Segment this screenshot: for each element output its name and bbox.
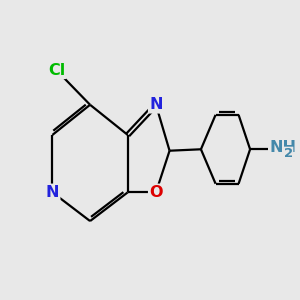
Text: N: N bbox=[46, 185, 59, 200]
Text: Cl: Cl bbox=[48, 63, 65, 78]
Text: 2: 2 bbox=[284, 147, 293, 160]
Text: NH: NH bbox=[269, 140, 296, 155]
Text: O: O bbox=[149, 185, 163, 200]
Text: N: N bbox=[149, 97, 163, 112]
